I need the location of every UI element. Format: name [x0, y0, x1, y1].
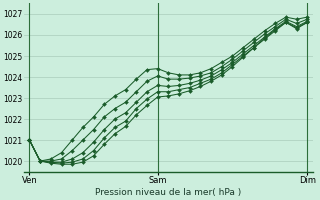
- X-axis label: Pression niveau de la mer( hPa ): Pression niveau de la mer( hPa ): [95, 188, 242, 197]
